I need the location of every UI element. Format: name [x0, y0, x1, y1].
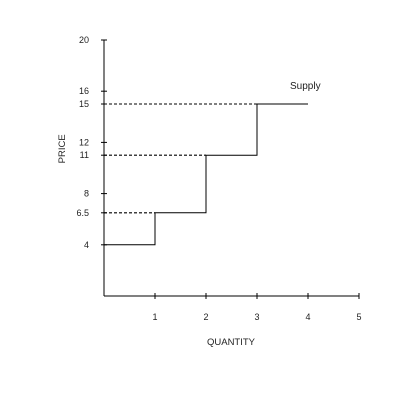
y-tick-label: 20: [79, 35, 89, 45]
y-axis-title: PRICE: [57, 134, 68, 163]
axes: [103, 40, 359, 297]
x-tick-label: 4: [305, 312, 310, 322]
x-tick-label: 3: [254, 312, 259, 322]
series-label-supply: Supply: [290, 81, 321, 92]
x-tick-label: 2: [203, 312, 208, 322]
y-tick-label: 12: [79, 137, 89, 147]
x-axis-title: QUANTITY: [207, 337, 256, 348]
y-tick-label: 8: [84, 189, 89, 199]
supply-step-line: [104, 103, 308, 246]
y-tick-label: 11: [80, 150, 89, 160]
x-tick-label: 5: [356, 312, 361, 322]
y-tick-label: 6.5: [76, 208, 89, 218]
labels: QUANTITY PRICE Supply: [57, 81, 321, 348]
reference-lines: [104, 103, 257, 214]
x-tick-label: 1: [152, 312, 157, 322]
y-tick-label: 16: [79, 86, 89, 96]
series-lines: [104, 103, 308, 246]
y-tick-label: 15: [79, 99, 89, 109]
y-tick-label: 4: [84, 240, 89, 250]
